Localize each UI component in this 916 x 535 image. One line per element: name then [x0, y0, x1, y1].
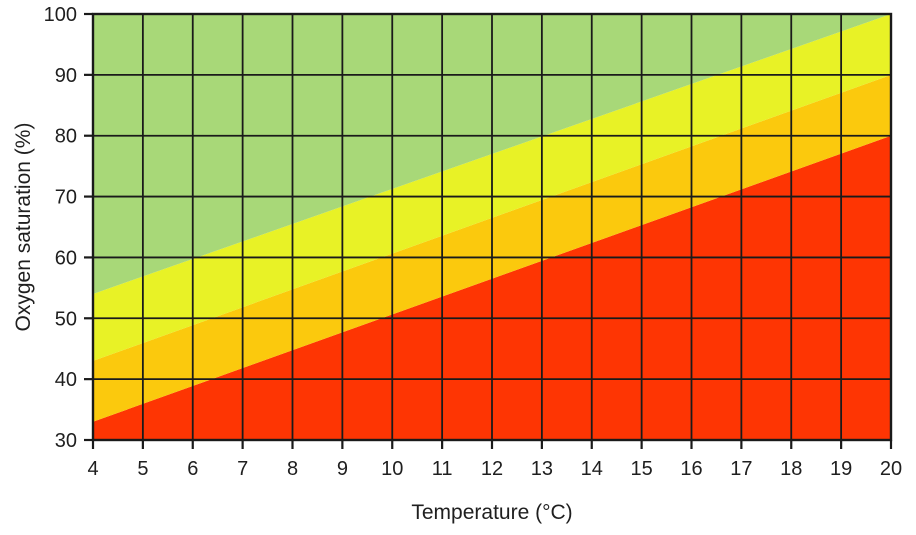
y-tick-label-100: 100 [44, 4, 77, 26]
x-tick-label-10: 10 [381, 458, 403, 480]
x-tick-label-16: 16 [680, 458, 702, 480]
tick-labels: 4 5 6 7 8 9 10 11 12 13 14 15 16 17 18 19 20 30 40 50 60 70 80… [44, 4, 903, 480]
y-tick-label-50: 50 [55, 308, 77, 330]
x-tick-label-18: 18 [780, 458, 802, 480]
y-tick-label-70: 70 [55, 187, 77, 209]
tick-marks [84, 12, 893, 449]
x-tick-label-8: 8 [287, 458, 298, 480]
x-tick-label-19: 19 [830, 458, 852, 480]
x-tick-label-5: 5 [137, 458, 148, 480]
x-tick-label-6: 6 [187, 458, 198, 480]
x-tick-label-7: 7 [237, 458, 248, 480]
y-tick-label-60: 60 [55, 247, 77, 269]
y-tick-label-90: 90 [55, 65, 77, 87]
y-axis-title: Oxygen saturation (%) [12, 123, 35, 332]
y-tick-label-80: 80 [55, 126, 77, 148]
x-tick-label-14: 14 [581, 458, 603, 480]
x-tick-label-20: 20 [880, 458, 902, 480]
x-tick-label-13: 13 [531, 458, 553, 480]
x-tick-label-12: 12 [481, 458, 503, 480]
x-axis-title: Temperature (°C) [411, 501, 572, 524]
y-tick-label-30: 30 [55, 430, 77, 452]
x-tick-label-17: 17 [730, 458, 752, 480]
y-tick-label-40: 40 [55, 369, 77, 391]
x-tick-label-9: 9 [337, 458, 348, 480]
x-tick-label-15: 15 [631, 458, 653, 480]
x-tick-label-11: 11 [432, 458, 453, 480]
x-tick-label-4: 4 [87, 458, 98, 480]
